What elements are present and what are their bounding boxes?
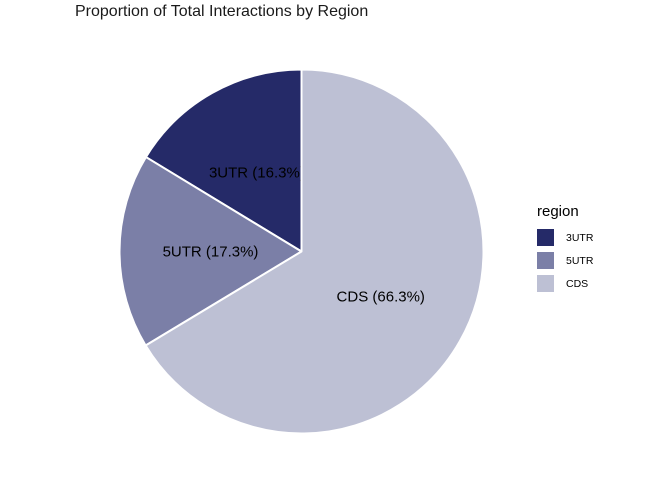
- legend-label-5utr: 5UTR: [566, 254, 594, 267]
- legend-title: region: [537, 203, 579, 220]
- legend-label-cds: CDS: [566, 277, 589, 290]
- chart-title: Proportion of Total Interactions by Regi…: [75, 3, 369, 20]
- pie-slice-label-3utr: 3UTR (16.3%): [209, 164, 305, 181]
- legend: region 3UTR 5UTR CDS: [537, 203, 593, 295]
- pie-slice-cds: [144, 68, 485, 435]
- legend-item-3utr: 3UTR: [537, 226, 593, 249]
- pie-slice-label-cds: CDS (66.3%): [337, 289, 425, 306]
- legend-label-3utr: 3UTR: [566, 231, 594, 244]
- pie-slice-5utr: [118, 156, 303, 347]
- legend-item-cds: CDS: [537, 272, 593, 295]
- legend-swatch-3utr: [537, 229, 554, 246]
- legend-item-5utr: 5UTR: [537, 249, 593, 272]
- legend-swatch-cds: [537, 275, 554, 292]
- legend-items: 3UTR 5UTR CDS: [537, 226, 593, 295]
- legend-swatch-5utr: [537, 252, 554, 269]
- pie-slice-label-5utr: 5UTR (17.3%): [163, 244, 259, 261]
- pie-slice-3utr: [144, 68, 303, 253]
